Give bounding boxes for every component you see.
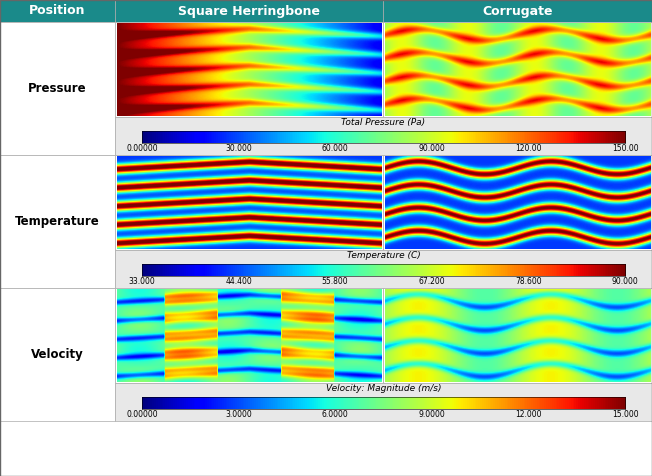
Text: Total Pressure (Pa): Total Pressure (Pa) bbox=[342, 118, 426, 127]
Text: 150.00: 150.00 bbox=[612, 144, 638, 153]
Bar bbox=[0, 155, 115, 288]
Bar bbox=[115, 22, 383, 117]
Text: 30.000: 30.000 bbox=[225, 144, 252, 153]
Text: 15.000: 15.000 bbox=[612, 410, 638, 419]
Bar bbox=[383, 288, 652, 383]
Text: Square Herringbone: Square Herringbone bbox=[178, 4, 320, 18]
Bar bbox=[383, 155, 652, 250]
Bar bbox=[115, 155, 383, 250]
Text: Pressure: Pressure bbox=[28, 82, 87, 95]
Bar bbox=[115, 288, 383, 383]
Text: Temperature (C): Temperature (C) bbox=[347, 251, 421, 260]
Text: 90.000: 90.000 bbox=[612, 277, 638, 286]
Text: Position: Position bbox=[29, 4, 86, 18]
Bar bbox=[0, 22, 115, 155]
Bar bbox=[115, 117, 652, 155]
Bar bbox=[383, 22, 652, 117]
Text: 33.000: 33.000 bbox=[128, 277, 155, 286]
Text: Velocity: Velocity bbox=[31, 348, 84, 361]
Bar bbox=[383, 0, 652, 22]
Text: Velocity: Magnitude (m/s): Velocity: Magnitude (m/s) bbox=[326, 384, 441, 393]
Text: 67.200: 67.200 bbox=[419, 277, 445, 286]
Text: Corrugate: Corrugate bbox=[482, 4, 553, 18]
Text: Temperature: Temperature bbox=[15, 215, 100, 228]
Text: 0.00000: 0.00000 bbox=[126, 410, 158, 419]
Text: 120.00: 120.00 bbox=[515, 144, 542, 153]
Bar bbox=[115, 0, 383, 22]
Bar bbox=[0, 288, 115, 421]
Text: 60.000: 60.000 bbox=[322, 144, 349, 153]
Text: 78.600: 78.600 bbox=[515, 277, 542, 286]
Text: 55.800: 55.800 bbox=[322, 277, 348, 286]
Bar bbox=[115, 383, 652, 421]
Bar bbox=[115, 250, 652, 288]
Text: 12.000: 12.000 bbox=[515, 410, 542, 419]
Text: 0.00000: 0.00000 bbox=[126, 144, 158, 153]
Bar bbox=[0, 0, 115, 22]
Text: 90.000: 90.000 bbox=[419, 144, 445, 153]
Text: 6.0000: 6.0000 bbox=[322, 410, 349, 419]
Text: 9.0000: 9.0000 bbox=[419, 410, 445, 419]
Text: 44.400: 44.400 bbox=[225, 277, 252, 286]
Text: 3.0000: 3.0000 bbox=[225, 410, 252, 419]
